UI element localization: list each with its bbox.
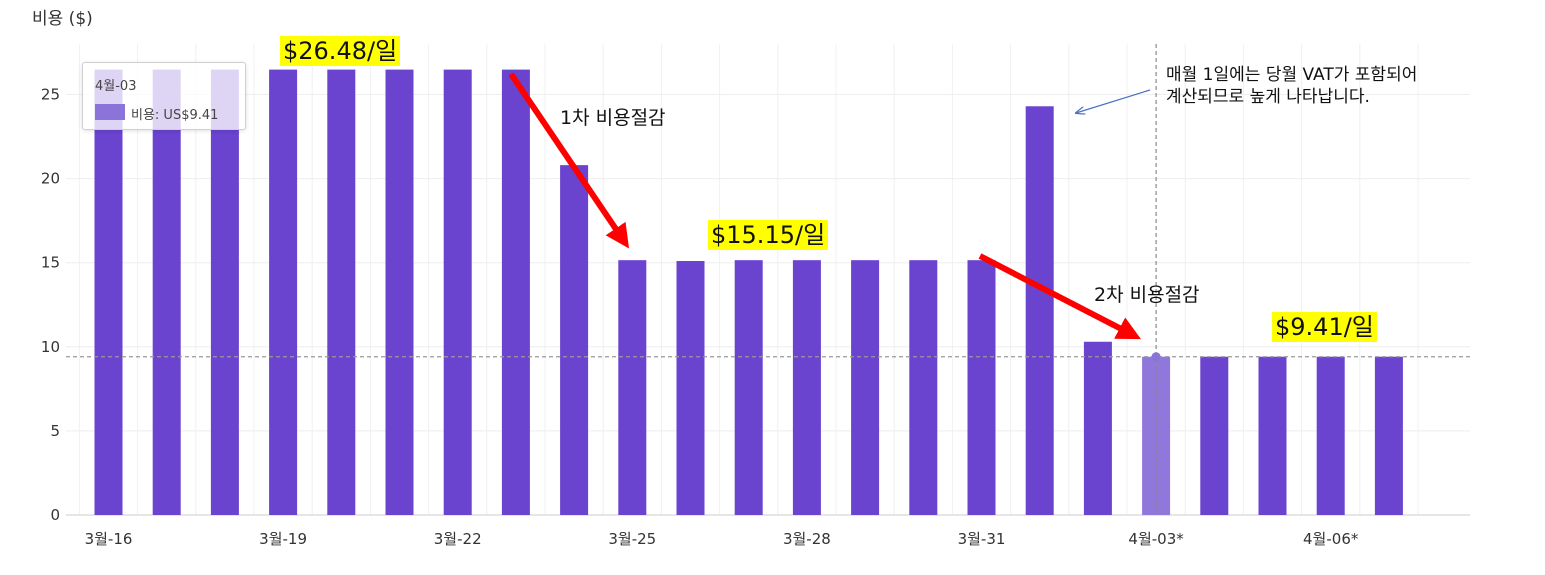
bar-4월-02 bbox=[1083, 341, 1112, 515]
y-tick-label: 25 bbox=[41, 86, 60, 104]
bar-3월-26 bbox=[676, 261, 705, 515]
bar-3월-23 bbox=[501, 69, 530, 516]
axes: 0 5 10 15 20 25 3월-16 3월-19 3월-22 3월-25 3월-28 3월-31… bbox=[41, 86, 1359, 549]
bar-4월-01 bbox=[1025, 106, 1054, 516]
cost-cut-label-1: 1차 비용절감 bbox=[560, 107, 666, 129]
bar-3월-21 bbox=[385, 69, 414, 516]
y-tick-label: 5 bbox=[50, 422, 60, 440]
x-tick-label: 4월-03* bbox=[1128, 530, 1184, 548]
bar-3월-19 bbox=[269, 69, 298, 516]
vat-note: 매월 1일에는 당월 VAT가 포함되어 계산되므로 높게 나타납니다. bbox=[1166, 64, 1417, 108]
vat-note-arrow bbox=[1076, 89, 1151, 113]
y-tick-label: 15 bbox=[41, 254, 60, 272]
bar-3월-29 bbox=[851, 260, 880, 515]
rate-label-1: $26.48/일 bbox=[280, 36, 401, 66]
bar-3월-28 bbox=[792, 260, 821, 515]
y-axis-label: 비용 ($) bbox=[32, 9, 93, 29]
bar-3월-20 bbox=[327, 69, 356, 516]
rate-label-3: $9.41/일 bbox=[1272, 312, 1377, 342]
bar-3월-22 bbox=[443, 69, 472, 516]
tooltip-date: 4월-03 bbox=[95, 79, 137, 94]
bar-3월-18 bbox=[210, 69, 239, 516]
x-tick-label: 4월-06* bbox=[1303, 530, 1359, 548]
vat-note-line-1: 매월 1일에는 당월 VAT가 포함되어 bbox=[1166, 65, 1418, 85]
x-tick-label: 3월-16 bbox=[85, 530, 133, 548]
bar-3월-16 bbox=[94, 69, 123, 516]
bar-4월-04 bbox=[1200, 356, 1229, 515]
x-tick-label: 3월-25 bbox=[608, 530, 656, 548]
bar-3월-17 bbox=[152, 69, 181, 516]
x-tick-label: 3월-19 bbox=[259, 530, 307, 548]
bar-4월-07 bbox=[1374, 356, 1403, 515]
y-tick-label: 10 bbox=[41, 338, 60, 356]
bar-3월-31 bbox=[967, 260, 996, 515]
grid-lines bbox=[66, 44, 1470, 516]
bar-3월-25 bbox=[618, 260, 647, 515]
x-tick-label: 3월-31 bbox=[958, 530, 1006, 548]
bars bbox=[94, 69, 1403, 516]
bar-3월-30 bbox=[909, 260, 938, 515]
y-tick-label: 20 bbox=[41, 170, 60, 188]
rate-label-2: $15.15/일 bbox=[708, 220, 829, 250]
bar-3월-24 bbox=[560, 165, 589, 516]
x-tick-label: 3월-28 bbox=[783, 530, 831, 548]
cost-cut-label-2: 2차 비용절감 bbox=[1094, 284, 1200, 306]
cost-cut-arrow-2 bbox=[978, 253, 1141, 340]
tooltip-value: 비용: US$9.41 bbox=[131, 108, 219, 123]
tooltip-swatch bbox=[95, 104, 125, 120]
x-tick-label: 3월-22 bbox=[434, 530, 482, 548]
cost-cut-arrow-1 bbox=[508, 72, 630, 249]
hover-point bbox=[1151, 352, 1161, 362]
vat-note-line-2: 계산되므로 높게 나타납니다. bbox=[1166, 87, 1370, 107]
overlays bbox=[66, 44, 1470, 515]
bar-4월-06 bbox=[1316, 356, 1345, 515]
bar-3월-27 bbox=[734, 260, 763, 515]
chart-tooltip: 4월-03 비용: US$9.41 bbox=[82, 62, 246, 130]
bar-4월-05 bbox=[1258, 356, 1287, 515]
y-tick-label: 0 bbox=[50, 506, 60, 524]
